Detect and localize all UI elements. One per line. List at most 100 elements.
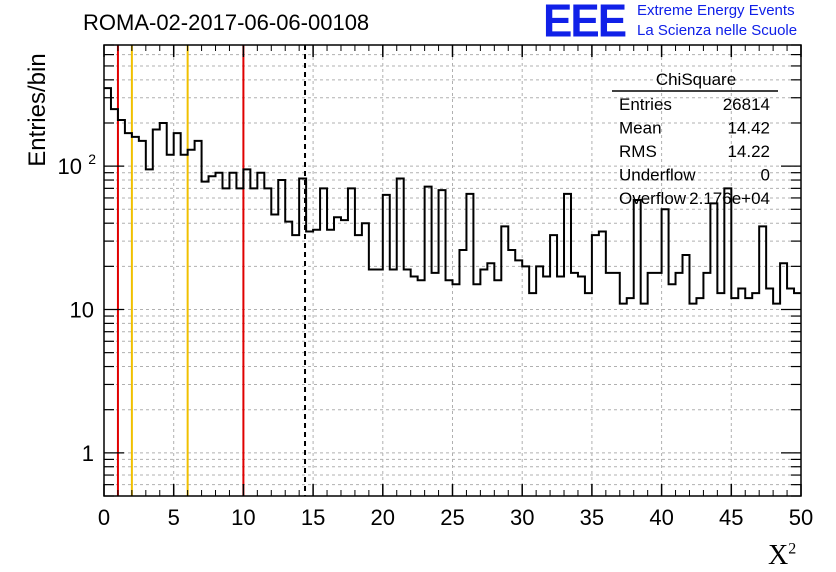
histogram-bin [236, 188, 243, 496]
histogram-bin [599, 232, 606, 496]
histogram-bin [404, 270, 411, 496]
histogram-bin [648, 273, 655, 496]
histogram-bin [780, 263, 787, 496]
histogram-outline [104, 87, 801, 305]
histogram-bin [752, 293, 759, 496]
histogram-bin [724, 188, 731, 496]
histogram-bin [243, 169, 250, 496]
stats-row-label: Underflow [619, 166, 696, 185]
y-tick-label: 10 [58, 154, 82, 179]
y-axis-label: Entries/bin [24, 53, 51, 167]
histogram-bin [717, 293, 724, 496]
histogram-bin [571, 273, 578, 496]
histogram-bin [487, 263, 494, 496]
x-tick-label: 15 [301, 505, 325, 530]
histogram-bin [250, 188, 257, 496]
histogram-bin [376, 270, 383, 496]
x-axis-label-text: X [768, 540, 789, 571]
grid [104, 45, 801, 496]
histogram-bin [731, 298, 738, 496]
histogram-bin [334, 217, 341, 496]
histogram-bin [522, 266, 529, 496]
histogram-bin [508, 250, 515, 496]
histogram-bin [494, 280, 501, 496]
histogram-bin [167, 155, 174, 496]
histogram-bin [369, 270, 376, 496]
histogram-bin [606, 273, 613, 496]
x-tick-label: 25 [440, 505, 464, 530]
y-tick-label-sup: 2 [88, 151, 96, 167]
histogram-bin [341, 220, 348, 496]
x-tick-label: 5 [168, 505, 180, 530]
histogram-bin [362, 223, 369, 496]
histogram-bin [787, 289, 794, 496]
histogram-bin [411, 276, 418, 496]
x-tick-label: 45 [719, 505, 743, 530]
histogram-bin [620, 304, 627, 496]
histogram-bin [669, 284, 676, 496]
histogram-bin [432, 273, 439, 496]
x-tick-label: 0 [98, 505, 110, 530]
histogram-bin [132, 137, 139, 496]
y-tick-label: 10 [70, 297, 94, 322]
histogram-bin [466, 194, 473, 496]
stats-row-label: Overflow [619, 189, 687, 208]
histogram-bin [453, 284, 460, 496]
histogram-bin [195, 141, 202, 496]
histogram-bin [146, 169, 153, 496]
x-axis-label-sup: 2 [788, 540, 797, 558]
histogram-bin [446, 280, 453, 496]
x-tick-label: 35 [580, 505, 604, 530]
histogram-bin [209, 176, 216, 496]
histogram-bin [181, 155, 188, 496]
histogram-bin [703, 273, 710, 496]
histogram-bin [655, 273, 662, 496]
histogram-bin [543, 276, 550, 496]
histogram-bin [634, 200, 641, 496]
histogram-bin [174, 133, 181, 496]
histogram-bin [439, 190, 446, 496]
histogram-bin [418, 280, 425, 496]
stats-row-value: 2.176e+04 [689, 189, 770, 208]
histogram-bin [689, 304, 696, 496]
histogram-bin [125, 133, 132, 496]
histogram-bin [425, 187, 432, 496]
stats-row-value: 26814 [723, 95, 770, 114]
histogram-bin [292, 235, 299, 496]
histogram-bin [480, 270, 487, 496]
histogram-bin [188, 150, 195, 496]
x-tick-label: 20 [371, 505, 395, 530]
stats-title: ChiSquare [656, 70, 736, 89]
histogram-bin [766, 289, 773, 496]
histogram-bin [627, 298, 634, 496]
histogram-bin [264, 188, 271, 496]
histogram-bin [662, 209, 669, 496]
histogram-bin [550, 235, 557, 496]
chart-title: ROMA-02-2017-06-06-00108 [83, 10, 370, 35]
histogram-bin [257, 173, 264, 496]
histogram-bin [216, 173, 223, 496]
x-tick-label: 10 [231, 505, 255, 530]
stats-row-label: Entries [619, 95, 672, 114]
histogram-bin [202, 182, 209, 496]
histogram-bin [118, 120, 125, 496]
logo-text-line2: La Scienza nelle Scuole [637, 22, 798, 39]
histogram-bin [397, 179, 404, 496]
histogram-bin [585, 293, 592, 496]
axes: 0 5 10 15 20 25 30 35 40 45 50 1 10 10 2 [58, 44, 813, 530]
histogram-bin [578, 276, 585, 496]
histogram-bin [459, 250, 466, 496]
histogram-bin [306, 232, 313, 496]
histogram-bin [529, 293, 536, 496]
stats-row-value: 0 [761, 166, 770, 185]
stats-box: ChiSquare Entries 26814 Mean 14.42 RMS 14.22 Un… [612, 70, 778, 208]
histogram-bin [313, 230, 320, 496]
x-tick-label: 30 [510, 505, 534, 530]
histogram-bin [383, 195, 390, 496]
histogram-bin [320, 188, 327, 496]
histogram-bin [773, 304, 780, 496]
histogram-bin [111, 109, 118, 496]
histogram-bin [285, 222, 292, 496]
histogram-bin [390, 270, 397, 496]
